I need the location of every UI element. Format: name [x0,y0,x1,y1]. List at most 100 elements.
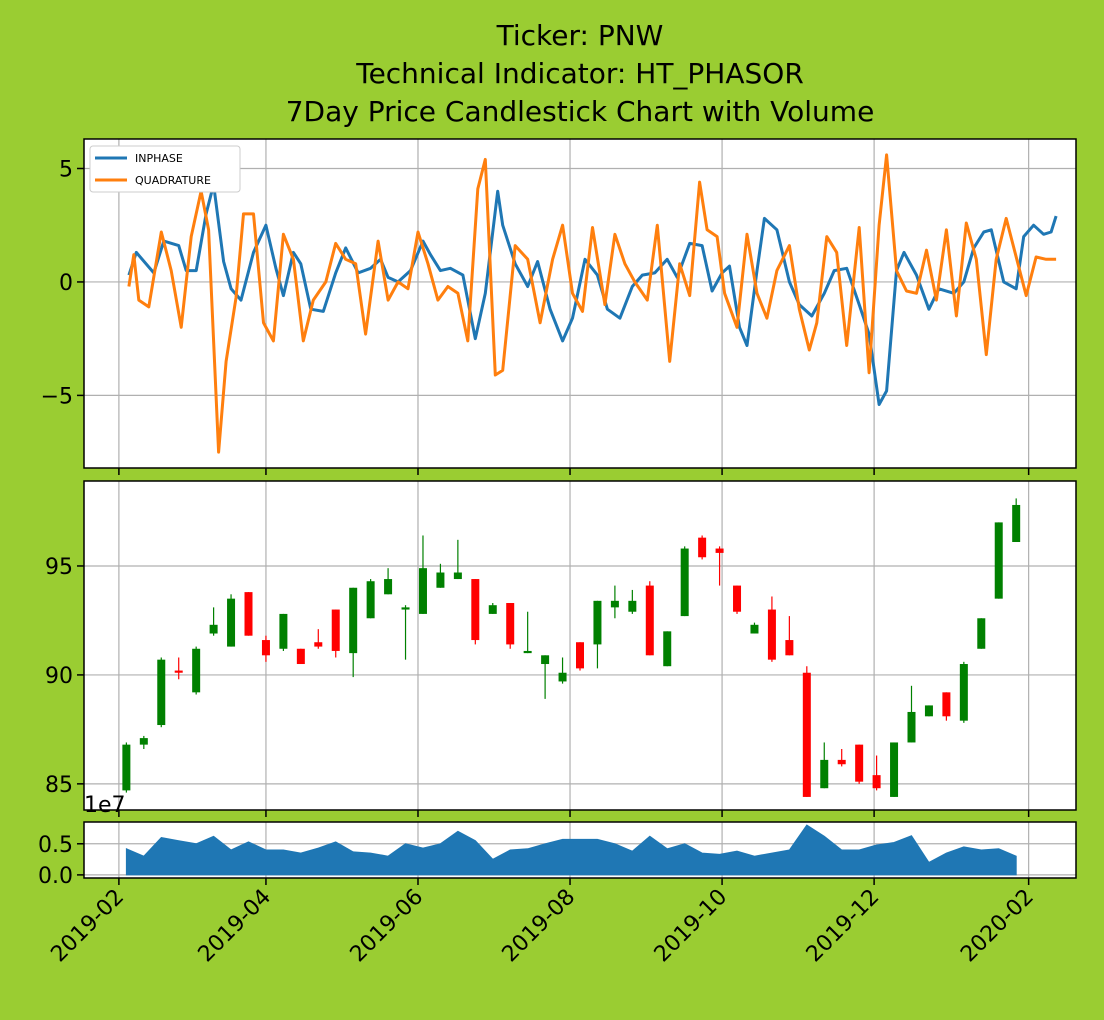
candle [523,611,532,654]
volume-y-ticks: 0.50.0 [38,833,84,889]
candle-body [610,600,619,608]
candle [488,603,497,614]
candle [558,657,567,684]
candle-body [296,648,305,665]
candle [453,539,462,580]
candle [349,587,358,678]
indicator-series [127,153,1058,454]
candle [715,546,724,586]
candle [907,685,916,743]
candle [384,568,393,595]
candle [366,579,375,619]
candle-body [331,609,340,651]
candle [157,657,166,728]
y-tick-label: 0.5 [38,833,73,858]
candle-body [628,600,637,612]
y-tick-label: 90 [45,664,73,689]
candle-body [837,759,846,765]
candle [733,585,742,614]
legend: INPHASE QUADRATURE [89,145,241,193]
candle-body [785,640,794,656]
candle-body [802,672,811,797]
candle [244,592,253,636]
candle-body [924,705,933,717]
candle-body [523,650,532,654]
candle-body [890,742,899,797]
candle-body [261,640,270,656]
candle-body [349,587,358,654]
candle [942,692,951,721]
candle [872,755,881,791]
candle-body [471,579,480,641]
candle [680,546,689,617]
candle-body [506,603,515,645]
candle-body [872,775,881,789]
indicator-plot-area [84,139,1076,468]
x-tick-label: 2019-04 [194,885,277,968]
candle [1012,498,1021,543]
candle [593,600,602,669]
candle-body [209,624,218,634]
candle [436,563,445,588]
candle-body [139,738,148,745]
candle [663,631,672,667]
candle-body [384,579,393,595]
price-y-ticks: 85 90 95 [45,555,84,798]
candle [837,748,846,767]
indicator-grid [84,139,1076,468]
volume-panel: 0.50.0 2019-02 2019-04 2019-06 2019-08 2019-… [38,793,1077,968]
candle [122,742,131,793]
candle [855,744,864,784]
candle-body [314,642,323,647]
candle-body [663,631,672,667]
candle-body [855,744,864,782]
candle-body [401,607,410,610]
candle [610,585,619,619]
volume-offset-label: 1e7 [84,793,126,818]
candle-body [227,598,236,647]
x-tick-label: 2019-08 [498,885,581,968]
x-tick-label: 2019-10 [650,885,733,968]
x-tick-label: 2019-02 [46,885,129,968]
series-line-inphase [127,182,1058,406]
candle [418,535,427,614]
candle-body [959,664,968,721]
x-tick-label: 2019-06 [346,885,429,968]
candlesticks [122,498,1021,797]
x-tick-label: 2020-02 [956,885,1039,968]
candle-body [576,642,584,669]
candle [959,661,968,723]
candle-body [820,759,829,789]
candle [227,594,236,647]
candle [296,648,305,665]
indicator-panel: 5 0 −5 INPHASE QUADRATURE [41,138,1077,475]
candle [628,589,637,614]
candle-body [174,670,183,673]
title-line-2: Technical Indicator: HT_PHASOR [355,57,804,90]
candle-body [715,548,724,553]
candle [820,742,829,789]
candle [174,657,183,680]
indicator-y-ticks: 5 0 −5 [41,157,84,409]
candle-body [733,585,742,612]
candle [139,735,148,749]
candle [924,705,933,717]
indicator-frame [83,138,1077,469]
candle [802,666,811,797]
candle-body [279,613,288,649]
candle-body [767,609,776,660]
candle [767,596,776,662]
figure-title: Ticker: PNW Technical Indicator: HT_PHAS… [286,19,875,128]
candle [785,616,794,656]
candle-body [907,711,916,743]
candle-body [122,744,131,791]
candle-body [698,537,707,558]
candle [331,609,340,658]
candle-body [157,659,166,726]
candle-body [244,592,253,636]
volume-frame [83,821,1077,879]
y-tick-label: 0 [59,271,73,296]
candle [314,629,323,649]
title-line-3: 7Day Price Candlestick Chart with Volume [286,95,875,128]
